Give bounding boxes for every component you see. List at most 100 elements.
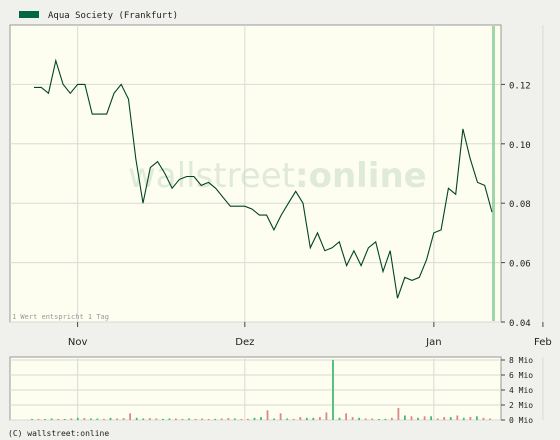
volume-bar [31,419,33,420]
volume-bar [371,418,374,420]
volume-bar [240,419,243,420]
price-x-tick-label: Jan [425,337,441,348]
volume-y-axis: 0 Mio 2 Mio 4 Mio 6 Mio 8 Mio [501,356,533,425]
volume-bar [430,416,432,421]
volume-bar [233,418,236,420]
volume-bar [423,416,426,421]
volume-bar [162,418,164,420]
price-x-axis: Nov Dez Jan Feb [68,322,552,348]
volume-bar [338,417,341,421]
volume-bar [220,418,223,420]
volume-bar [135,417,138,421]
volume-y-tick-label: 8 Mio [509,356,533,365]
volume-bar [391,417,393,421]
volume-bar [384,418,387,420]
volume-bar [286,418,289,420]
volume-bar [76,417,79,421]
volume-bar [83,418,86,420]
price-grid [10,25,544,323]
scale-note: 1 Wert entspricht 1 Tag [12,313,109,321]
volume-bar [377,419,380,420]
volume-bar [299,417,302,420]
volume-bar [109,417,112,421]
price-y-tick-label: 0.06 [509,260,531,270]
volume-bar [443,417,446,420]
volume-bar [332,360,334,420]
volume-bar [129,413,131,421]
price-x-tick-label: Feb [534,337,552,348]
volume-bar [188,418,190,420]
price-x-tick-label: Dez [235,337,254,348]
volume-bar [247,418,249,420]
legend-label: Aqua Society (Frankfurt) [48,11,178,21]
watermark: wallstreet:online [128,156,427,196]
price-line [34,58,493,299]
volume-bar [266,410,269,421]
volume-bar [116,418,118,420]
volume-bar [168,418,171,420]
volume-y-tick-label: 4 Mio [509,386,533,395]
price-plot-area [9,24,502,323]
volume-y-tick-label: 6 Mio [509,371,533,380]
watermark-left: wallstreet [128,156,295,196]
volume-bar [312,417,315,421]
volume-bar [397,408,400,420]
volume-bar [148,418,151,420]
volume-bar [227,418,230,420]
volume-bar [358,417,360,421]
price-y-tick-label: 0.12 [509,81,531,91]
volume-bar [260,417,262,420]
price-line-group [34,58,493,299]
volume-bar [90,418,92,420]
volume-bar [253,417,256,421]
volume-bar [456,415,459,420]
volume-bar [201,418,203,420]
volume-bar [44,419,46,420]
volume-bar [364,418,367,420]
volume-bar [181,418,184,420]
watermark-right: :online [295,156,427,196]
volume-bar [207,419,210,420]
volume-bar [37,418,40,420]
volume-bar [96,418,99,420]
volume-grid [10,357,544,421]
volume-bar [417,417,419,421]
volume-bar [50,418,53,420]
volume-bar [476,416,478,421]
volume-bar [70,418,73,420]
volume-bar [469,417,472,420]
volume-bar [404,415,406,420]
volume-bar [351,417,354,420]
volume-bar [410,416,413,421]
price-y-tick-label: 0.08 [509,200,531,210]
volume-bar [345,413,347,421]
volume-bar [319,417,321,420]
volume-y-tick-label: 0 Mio [509,416,533,425]
volume-plot-area [9,356,502,421]
price-x-tick-label: Nov [68,337,88,348]
volume-bar [305,417,308,421]
volume-bar [175,418,177,420]
price-y-tick-label: 0.04 [509,319,531,329]
volume-bar [489,418,491,420]
volume-bar [155,418,158,420]
volume-bar [436,418,439,420]
volume-bars [31,360,491,421]
volume-bar [292,418,295,420]
volume-bar [325,412,328,420]
volume-bar [194,418,197,420]
volume-bar [214,418,217,420]
volume-bar [273,418,275,420]
last-day-marker [492,26,495,321]
copyright-footer: (C) wallstreet:online [8,429,109,438]
volume-bar [279,413,282,421]
volume-bar [63,419,66,420]
volume-bar [142,418,145,420]
volume-bar [462,417,465,421]
legend-swatch [19,11,39,18]
price-y-tick-label: 0.10 [509,141,531,151]
price-y-axis: 0.04 0.06 0.08 0.10 0.12 [501,81,531,329]
volume-bar [57,418,60,420]
volume-bar [103,418,105,420]
